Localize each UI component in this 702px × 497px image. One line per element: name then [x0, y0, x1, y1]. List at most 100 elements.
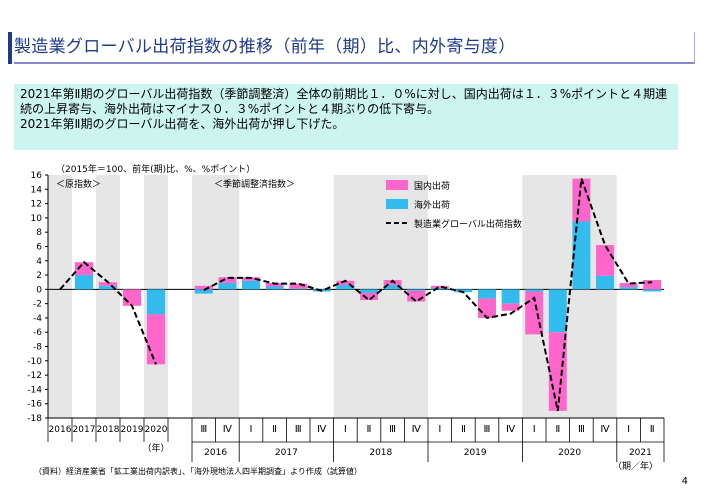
x-tick-label-quarter: Ⅳ	[506, 424, 516, 435]
quarter-domestic-bar	[407, 290, 426, 302]
x-tick-label-quarter: Ⅱ	[367, 424, 372, 435]
shipment-index-chart: 16 14 12 10 8 6 4 2 0 -2 -4 -6 -8 -10 -12 -14 -16 -18 2016…	[27, 163, 665, 472]
quarter-overseas-bar	[194, 289, 213, 294]
annual-overseas-bar	[146, 289, 166, 315]
x-tick-label-quarter: Ⅲ	[578, 424, 585, 435]
quarter-domestic-bar	[336, 280, 355, 286]
y-tick-label: 8	[36, 228, 42, 238]
x-tick-label-quarter: Ⅳ	[600, 424, 610, 435]
quarter-overseas-bar	[407, 289, 426, 291]
x-tick-label-quarter: Ⅲ	[484, 424, 491, 435]
quarter-domestic-bar	[619, 282, 638, 288]
x-unit-quarterly: （期／年）	[613, 460, 658, 472]
x-tick-label-quarter: Ⅳ	[317, 424, 327, 435]
x-tick-label-quarter: Ⅲ	[200, 424, 207, 435]
source-note: （資料）経済産業省「鉱工業出荷内訳表」、「海外現地法人四半期調査」より作成（試算…	[34, 467, 362, 476]
x-tick-label-quarter: Ⅲ	[389, 424, 396, 435]
quarter-overseas-bar	[360, 289, 378, 293]
annual-overseas-bar	[98, 285, 118, 290]
y-tick-label: -6	[33, 328, 42, 338]
x-tick-label-quarter: Ⅱ	[461, 424, 466, 435]
quarter-overseas-bar	[643, 289, 662, 292]
x-tick-label-quarter: Ⅳ	[412, 424, 422, 435]
x-tick-label-quarter: Ⅲ	[295, 424, 302, 435]
quarter-total-line	[203, 178, 653, 412]
y-tick-label: -10	[27, 357, 42, 367]
x-unit-annual: （年）	[142, 442, 169, 454]
y-tick-label: 12	[31, 200, 42, 210]
quarter-overseas-bar	[525, 289, 544, 292]
quarter-overseas-bar	[265, 286, 284, 290]
x-year-label: 2021	[629, 448, 652, 458]
y-tick-label: -8	[33, 343, 42, 353]
x-tick-label-quarter: Ⅳ	[223, 424, 233, 435]
quarter-domestic-bar	[194, 285, 213, 290]
legend-domestic-label: 国内出荷	[414, 180, 450, 192]
x-year-label: 2020	[558, 448, 581, 458]
quarter-domestic-bar	[242, 277, 260, 281]
x-year-label: 2017	[275, 448, 298, 458]
annual-shade	[48, 175, 72, 418]
quarter-overseas-bar	[383, 285, 402, 290]
x-tick-label-annual: 2016	[49, 425, 72, 435]
x-tick-label-quarter: Ⅰ	[533, 424, 536, 435]
x-tick-label-quarter: Ⅱ	[650, 424, 655, 435]
quarter-overseas-bar	[619, 287, 638, 290]
legend-domestic-swatch	[386, 180, 408, 190]
section-label-annual: ＜原指数＞	[56, 178, 101, 190]
y-tick-label: 16	[31, 171, 43, 181]
x-year-label: 2019	[464, 448, 487, 458]
summary-box: 2021年第Ⅱ期のグローバル出荷指数（季節調整済）全体の前期比１．０%に対し、国…	[14, 84, 678, 150]
y-tick-label: -18	[27, 414, 42, 424]
quarter-overseas-bar	[242, 280, 260, 290]
quarter-overseas-bar	[218, 282, 237, 290]
annual-domestic-bar	[146, 314, 166, 365]
y-tick-label: 2	[36, 271, 42, 281]
quarter-overseas-bar	[430, 287, 449, 290]
x-tick-label-annual: 2019	[121, 425, 144, 435]
quarter-overseas-bar	[501, 289, 520, 304]
legend-overseas-swatch	[386, 199, 408, 209]
x-year-label: 2016	[204, 448, 227, 458]
x-tick-label-quarter: Ⅰ	[344, 424, 347, 435]
summary-line-1: 2021年第Ⅱ期のグローバル出荷指数（季節調整済）全体の前期比１．０%に対し、国…	[20, 87, 668, 116]
legend-overseas-label: 海外出荷	[414, 199, 450, 211]
units-note: （2015年＝100、前年(期)比、%、%ポイント）	[56, 163, 255, 175]
x-tick-label-quarter: Ⅰ	[438, 424, 441, 435]
title-accent-bar	[8, 32, 12, 64]
quarter-domestic-bar	[478, 298, 496, 318]
x-tick-label-annual: 2017	[73, 425, 96, 435]
quarter-domestic-bar	[430, 285, 449, 288]
y-tick-label: -12	[27, 371, 42, 381]
y-tick-label: 10	[31, 214, 43, 224]
y-tick-label: -2	[33, 300, 42, 310]
quarter-overseas-bar	[454, 289, 473, 293]
quarter-domestic-bar	[501, 303, 520, 311]
legend-total-label: 製造業グローバル出荷指数	[414, 218, 522, 230]
quarter-domestic-bar	[289, 283, 308, 289]
section-label-seasonal: ＜季節調整済指数＞	[214, 178, 295, 190]
page-number: 4	[681, 476, 688, 487]
y-tick-label: -16	[27, 400, 42, 410]
quarter-overseas-bar	[478, 289, 496, 299]
quarter-domestic-bar	[643, 280, 662, 290]
quarter-domestic-bar	[218, 277, 237, 283]
summary-line-2: 2021年第Ⅱ期のグローバル出荷を、海外出荷が押し下げた。	[20, 117, 345, 131]
y-tick-label: 0	[36, 285, 42, 295]
quarter-domestic-bar	[383, 280, 402, 286]
quarter-overseas-bar	[548, 289, 567, 333]
quarter-overseas-bar	[596, 275, 614, 290]
quarter-domestic-bar	[360, 292, 378, 301]
quarter-overseas-bar	[289, 288, 308, 290]
quarter-domestic-bar	[548, 332, 567, 411]
annual-domestic-bar	[122, 289, 142, 306]
quarter-domestic-bar	[596, 245, 614, 276]
page-title: 製造業グローバル出荷指数の推移（前年（期）比、内外寄与度）	[14, 32, 664, 64]
quarter-overseas-bar	[336, 285, 355, 290]
year-shade	[192, 175, 240, 418]
annual-shade	[96, 175, 120, 418]
annual-domestic-bar	[98, 282, 118, 286]
annual-total-line	[59, 260, 157, 365]
y-tick-label: 6	[36, 242, 42, 252]
quarter-overseas-bar	[572, 221, 591, 290]
